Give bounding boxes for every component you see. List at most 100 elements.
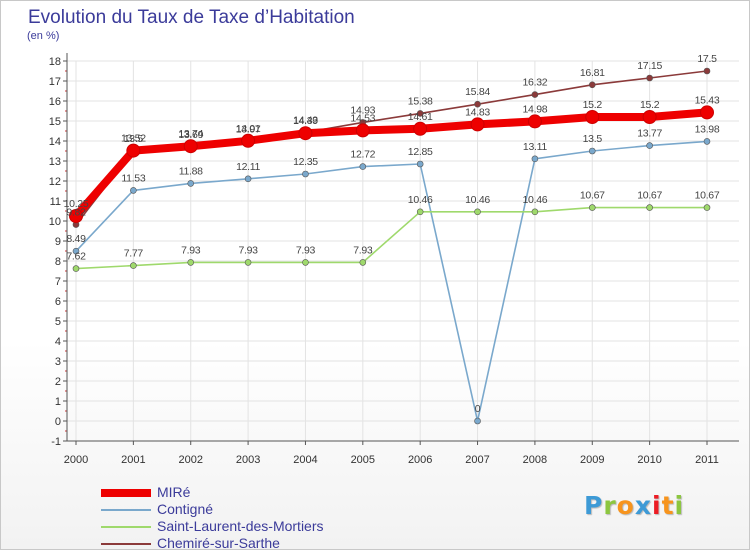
legend-swatch [101,543,151,545]
x-tick-label: 2001 [121,454,145,466]
data-label: 13.5 [583,133,603,145]
y-tick-label: 7 [55,276,61,288]
data-label: 7.93 [181,244,201,256]
logo-letter: r [603,491,617,520]
legend-label: Saint-Laurent-des-Mortiers [157,518,324,534]
series-lines [69,67,714,425]
logo-letter: o [616,491,635,520]
data-point [130,262,137,269]
data-label: 15.43 [695,94,720,106]
data-label: 14.98 [523,103,548,115]
data-label: 7.93 [353,244,373,256]
data-label: 12.72 [350,149,375,161]
data-point [703,204,711,211]
data-label: 10.46 [408,194,433,206]
x-tick-label: 2007 [465,454,489,466]
data-label: 11.53 [121,172,145,184]
grid [67,60,739,442]
data-point [588,147,596,155]
logo-letter: P [584,491,604,520]
y-tick-label: 6 [55,296,61,308]
data-point [130,187,137,194]
data-label: 14.61 [408,111,433,123]
data-point [413,121,428,136]
x-tick-label: 2009 [580,454,604,466]
y-tick-label: 3 [55,356,61,368]
data-label: 16.32 [523,77,548,89]
data-label: 10.67 [637,190,662,202]
data-point [126,143,141,158]
data-label: 12.85 [408,146,433,158]
data-label: 17.5 [697,53,717,65]
data-point [359,163,367,170]
y-tick-label: 18 [49,56,61,68]
data-point [69,209,83,223]
data-label: 11.88 [179,165,203,177]
series-line-1 [75,140,708,422]
x-tick-label: 2002 [178,454,202,466]
y-tick-label: 1 [55,396,61,408]
logo-letter: x [634,491,652,520]
data-label: 15.2 [583,99,603,111]
data-label: 10.46 [523,194,548,206]
x-tick-label: 2003 [236,454,260,466]
data-point [187,259,195,266]
data-label: 17.15 [637,60,662,72]
data-label: 0 [475,403,481,415]
data-label: 12.35 [293,156,318,168]
data-label: 13.69 [178,129,203,141]
data-point [298,126,313,141]
data-point [703,138,711,145]
series-line-2 [75,206,707,270]
legend-label: Contigné [157,501,214,517]
data-label: 10.67 [580,190,605,202]
data-label: 7.93 [238,244,258,256]
data-label: 8.49 [66,233,86,245]
data-point [527,114,542,129]
x-tick-label: 2008 [523,454,547,466]
y-tick-label: 5 [55,316,61,328]
data-labels: 10.25 13.52 13.74 14.01 14.39 14.53 14.61 14.83… [64,53,721,415]
data-point [72,265,80,272]
y-unit-label: (en %) [27,30,60,42]
data-label: 15.2 [640,99,660,111]
data-point [646,74,653,82]
data-label: 13.74 [178,128,203,140]
data-point [474,100,481,108]
data-label: 13.77 [637,128,662,140]
data-point [646,142,653,149]
data-label: 13.11 [523,141,547,153]
data-label: 14.93 [350,104,375,116]
chart-title: Evolution du Taux de Taxe d’Habitation [28,7,355,28]
data-label: 14.01 [236,123,261,135]
data-point [588,81,596,89]
data-point [302,170,309,178]
y-tick-label: 15 [49,116,61,128]
data-label: 10.67 [695,190,720,202]
data-label: 16.81 [580,67,605,79]
data-point [183,139,198,154]
y-tick-label: 0 [55,416,61,428]
y-tick-label: 12 [49,176,61,188]
data-label: 14.53 [350,112,375,124]
x-tick-label: 2010 [637,454,661,466]
x-tick-label: 2006 [408,454,432,466]
data-point [531,155,539,163]
data-point [474,417,481,425]
y-tick-label: 17 [49,76,61,88]
legend-swatch [101,489,151,497]
y-tick-label: 13 [49,156,61,168]
data-label: 10.25 [64,198,89,210]
data-point [302,259,309,266]
data-point [646,204,653,211]
data-point [241,133,256,148]
data-point [470,117,485,132]
x-tick-label: 2000 [64,454,88,466]
data-label: 15.84 [465,86,490,98]
x-tick-label: 2005 [351,454,375,466]
data-label: 7.62 [66,251,86,263]
data-point [531,91,539,98]
data-point [588,204,596,211]
